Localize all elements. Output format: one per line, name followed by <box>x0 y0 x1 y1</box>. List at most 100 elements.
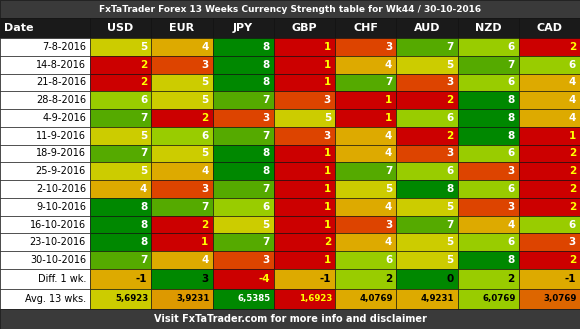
Text: 2: 2 <box>446 131 454 141</box>
Text: 6,5385: 6,5385 <box>238 294 271 303</box>
Text: 5: 5 <box>201 77 208 88</box>
Bar <box>458 109 519 127</box>
Text: 7-8-2016: 7-8-2016 <box>42 42 86 52</box>
Text: 6,0769: 6,0769 <box>483 294 516 303</box>
Bar <box>212 234 274 251</box>
Text: 3: 3 <box>508 202 515 212</box>
Bar <box>212 198 274 216</box>
Bar <box>212 109 274 127</box>
Text: 5: 5 <box>201 148 208 159</box>
Text: 7: 7 <box>140 113 147 123</box>
Text: 8: 8 <box>508 95 515 105</box>
Bar <box>151 145 212 163</box>
Bar <box>335 180 396 198</box>
Bar <box>458 56 519 74</box>
Bar <box>212 163 274 180</box>
Bar <box>396 127 458 145</box>
Text: 28-8-2016: 28-8-2016 <box>36 95 86 105</box>
Bar <box>212 127 274 145</box>
Text: 1: 1 <box>569 131 576 141</box>
Text: CAD: CAD <box>536 23 563 33</box>
Text: 8: 8 <box>508 255 515 265</box>
Bar <box>0 127 90 145</box>
Text: 7: 7 <box>140 148 147 159</box>
Text: NZD: NZD <box>475 23 502 33</box>
Bar <box>396 109 458 127</box>
Bar <box>519 163 580 180</box>
Text: 4: 4 <box>385 237 392 247</box>
Bar <box>151 38 212 56</box>
Text: 1: 1 <box>324 60 331 70</box>
Bar <box>90 74 151 91</box>
Text: 1,6923: 1,6923 <box>299 294 332 303</box>
Bar <box>335 145 396 163</box>
Bar <box>396 145 458 163</box>
Bar <box>90 163 151 180</box>
Text: 2: 2 <box>140 60 147 70</box>
Text: 1: 1 <box>324 166 331 176</box>
Bar <box>335 18 396 38</box>
Bar <box>519 251 580 269</box>
Bar <box>274 91 335 109</box>
Text: 2: 2 <box>569 166 576 176</box>
Text: 8: 8 <box>263 166 270 176</box>
Bar <box>212 56 274 74</box>
Bar <box>212 216 274 234</box>
Text: 6: 6 <box>508 237 515 247</box>
Bar <box>0 163 90 180</box>
Text: 7: 7 <box>385 166 392 176</box>
Text: 6: 6 <box>508 148 515 159</box>
Text: 3: 3 <box>263 255 270 265</box>
Bar <box>151 163 212 180</box>
Text: 4: 4 <box>508 219 515 230</box>
Text: 6: 6 <box>385 255 392 265</box>
Bar <box>396 234 458 251</box>
Text: 8: 8 <box>140 237 147 247</box>
Bar <box>335 91 396 109</box>
Text: 5: 5 <box>263 219 270 230</box>
Bar <box>274 18 335 38</box>
Bar <box>0 269 90 289</box>
Bar <box>396 216 458 234</box>
Bar <box>458 91 519 109</box>
Bar <box>396 269 458 289</box>
Bar <box>335 269 396 289</box>
Bar <box>151 109 212 127</box>
Bar <box>458 18 519 38</box>
Text: 5: 5 <box>140 42 147 52</box>
Bar <box>0 145 90 163</box>
Text: 8: 8 <box>508 131 515 141</box>
Bar <box>519 91 580 109</box>
Text: 3: 3 <box>569 237 576 247</box>
Text: 1: 1 <box>385 95 392 105</box>
Bar <box>274 251 335 269</box>
Text: 2: 2 <box>569 202 576 212</box>
Bar <box>90 251 151 269</box>
Text: 6: 6 <box>446 113 454 123</box>
Text: 3,0769: 3,0769 <box>543 294 577 303</box>
Text: 3: 3 <box>201 274 208 284</box>
Bar <box>90 289 151 309</box>
Bar <box>90 56 151 74</box>
Bar <box>396 289 458 309</box>
Bar <box>519 216 580 234</box>
Text: 5: 5 <box>446 255 454 265</box>
Bar <box>151 91 212 109</box>
Bar <box>335 127 396 145</box>
Text: 2: 2 <box>385 274 392 284</box>
Text: 7: 7 <box>262 95 270 105</box>
Text: 6: 6 <box>569 219 576 230</box>
Text: 7: 7 <box>140 255 147 265</box>
Text: 7: 7 <box>508 60 515 70</box>
Text: 6: 6 <box>508 42 515 52</box>
Bar <box>274 163 335 180</box>
Text: 5: 5 <box>385 184 392 194</box>
Bar <box>151 198 212 216</box>
Bar <box>274 145 335 163</box>
Text: 4: 4 <box>385 202 392 212</box>
Bar <box>0 180 90 198</box>
Bar <box>90 127 151 145</box>
Bar <box>335 56 396 74</box>
Text: 4: 4 <box>201 42 208 52</box>
Text: 4: 4 <box>385 131 392 141</box>
